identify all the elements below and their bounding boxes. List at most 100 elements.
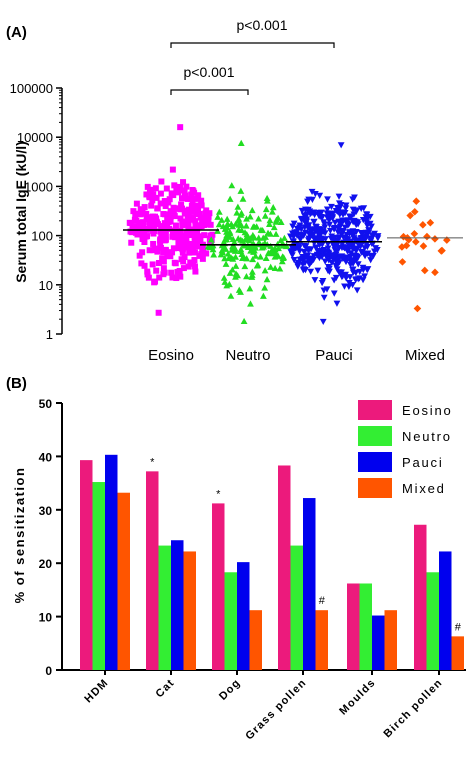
point-neutro (257, 253, 264, 260)
point-eosino (188, 196, 195, 203)
point-pauci (345, 279, 353, 287)
point-neutro (215, 221, 223, 228)
point-pauci (333, 300, 341, 307)
point-neutro (226, 195, 234, 202)
point-eosino (139, 249, 146, 256)
point-neutro (233, 209, 241, 216)
point-pauci (315, 213, 323, 220)
point-pauci (296, 242, 303, 249)
point-mixed (398, 258, 407, 266)
point-pauci (326, 227, 334, 235)
panel-a-x-tick-label: Mixed (405, 347, 445, 364)
point-neutro (281, 234, 288, 241)
point-neutro (207, 236, 215, 243)
point-neutro (266, 217, 274, 224)
point-pauci (336, 211, 344, 218)
point-eosino (181, 254, 188, 261)
point-eosino (160, 258, 167, 265)
point-eosino (151, 223, 158, 230)
panel-a-x-tick-label: Eosino (148, 347, 194, 364)
point-eosino (149, 197, 156, 204)
point-eosino (138, 260, 145, 267)
point-eosino (149, 261, 156, 268)
point-eosino (183, 235, 190, 242)
panel-a-points (126, 124, 451, 326)
point-eosino (141, 239, 148, 246)
point-mixed (398, 243, 406, 251)
point-pauci (368, 223, 375, 230)
point-pauci (353, 287, 361, 294)
legend-label-eosino: Eosino (402, 403, 453, 418)
significance-marker: * (216, 488, 221, 500)
point-pauci (306, 211, 314, 218)
point-pauci (344, 222, 352, 229)
point-eosino (198, 197, 205, 204)
point-pauci (363, 267, 371, 274)
point-neutro (227, 292, 235, 299)
bar-mixed (117, 492, 130, 670)
point-eosino (157, 200, 164, 207)
point-pauci (325, 257, 333, 264)
point-eosino (189, 200, 196, 207)
point-pauci (311, 277, 319, 284)
point-pauci (335, 200, 343, 207)
point-pauci (329, 210, 337, 217)
point-eosino (164, 215, 171, 222)
point-eosino (146, 219, 153, 226)
point-eosino (186, 249, 193, 256)
point-eosino (193, 228, 200, 235)
significance-marker: # (455, 621, 462, 633)
panel-b-y-tick-label: 10 (39, 611, 53, 625)
bar-pauci (439, 551, 452, 670)
point-eosino (155, 260, 162, 267)
point-eosino (192, 240, 199, 247)
bar-pauci (372, 615, 385, 670)
point-mixed (443, 236, 451, 244)
point-eosino (194, 202, 201, 209)
point-pauci (319, 318, 327, 326)
point-neutro (280, 254, 288, 261)
point-pauci (344, 236, 352, 243)
point-neutro (261, 284, 269, 291)
point-eosino (161, 237, 168, 244)
panel-b-annotations: * * # # (150, 456, 462, 633)
point-eosino (187, 259, 194, 266)
point-pauci (323, 206, 331, 213)
point-eosino (145, 274, 152, 281)
point-eosino (161, 220, 168, 227)
panel-b-label: (B) (6, 375, 27, 392)
panel-b-y-tick-label: 20 (39, 557, 53, 571)
point-eosino (199, 245, 206, 252)
point-eosino (144, 271, 151, 278)
point-eosino (181, 207, 188, 214)
point-pauci (303, 246, 311, 253)
point-pauci (330, 290, 338, 297)
point-neutro (237, 246, 245, 253)
point-eosino (147, 215, 154, 222)
point-eosino (171, 259, 178, 266)
point-eosino (185, 222, 192, 229)
point-eosino (179, 222, 186, 229)
point-mixed (419, 221, 427, 229)
point-mixed (426, 218, 435, 227)
point-eosino (178, 201, 185, 208)
panel-b-x-ticks: HDM Cat Dog Grass pollen Moulds Birch pollen (82, 670, 445, 742)
point-eosino (196, 210, 203, 217)
panel-b-x-tick-label: Moulds (337, 677, 378, 718)
point-neutro (255, 215, 262, 222)
point-eosino (185, 263, 192, 270)
point-neutro (246, 285, 254, 292)
point-eosino (176, 183, 183, 190)
point-eosino (190, 228, 197, 235)
point-eosino (205, 217, 212, 224)
point-pauci (332, 248, 340, 255)
point-pauci (346, 241, 354, 248)
point-neutro (209, 246, 217, 253)
point-eosino (174, 188, 181, 195)
point-neutro (223, 224, 231, 231)
point-pauci (295, 224, 303, 231)
point-neutro (278, 258, 286, 265)
point-neutro (214, 213, 222, 220)
point-eosino (133, 200, 140, 207)
point-eosino (156, 274, 163, 281)
